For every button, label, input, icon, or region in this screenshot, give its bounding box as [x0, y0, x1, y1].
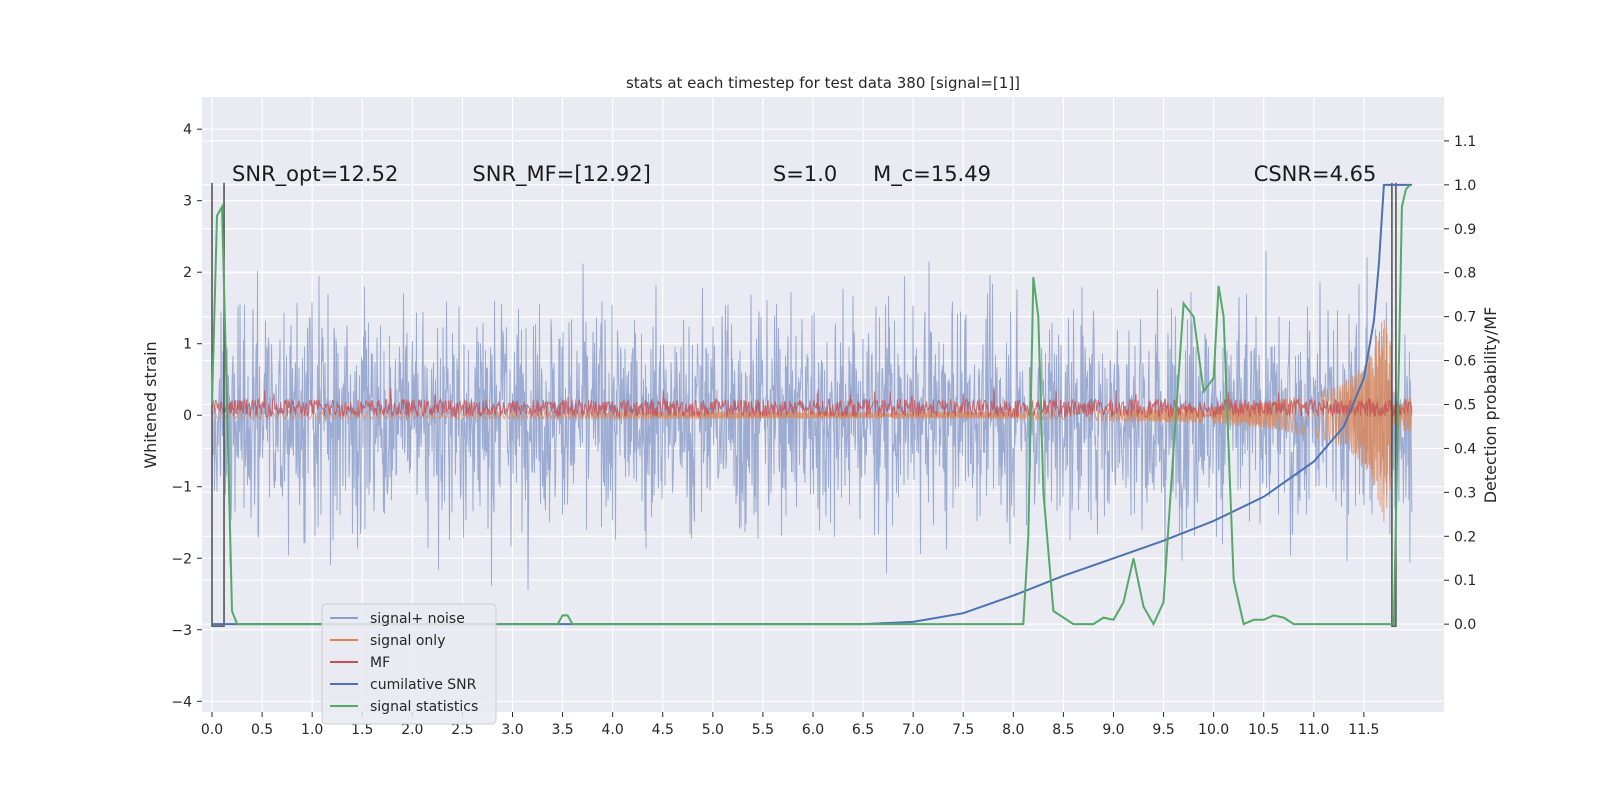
x-tick-label: 7.0	[902, 722, 924, 738]
x-tick-label: 4.5	[652, 722, 674, 738]
y-tick-label: 2	[183, 265, 192, 281]
y-right-tick-label: 1.0	[1454, 178, 1476, 194]
legend-box	[321, 603, 497, 725]
y-right-tick-label: 0.2	[1454, 529, 1476, 545]
x-tick-label: 5.0	[702, 722, 724, 738]
y-tick-label: 3	[183, 194, 192, 210]
annotation-snr-mf: SNR_MF=[12.92]	[472, 162, 650, 187]
x-axis: 0.0 0.5 1.0 1.5 2.0 2.5 3.0 3.5 4.0 4.5 5.0 5.5 6.0 6…	[201, 712, 1379, 738]
y-tick-label: 0	[183, 408, 192, 424]
x-tick-label: 11.5	[1348, 722, 1379, 738]
y-axis-right: 0.0 0.1 0.2 0.3 0.4 0.5 0.6 0.7 0.8 0.9 1.0 1.1	[1444, 134, 1476, 633]
legend-label: MF	[370, 655, 390, 671]
x-tick-label: 0.5	[251, 722, 273, 738]
annotation-mc-value: M_c=15.49	[873, 162, 991, 187]
legend-label: cumilative SNR	[370, 677, 477, 693]
annotations: SNR_opt=12.52 SNR_MF=[12.92] S=1.0 M_c=15.4…	[232, 162, 1376, 187]
x-tick-label: 6.5	[852, 722, 874, 738]
legend-label: signal only	[370, 633, 445, 649]
y-tick-label: −4	[171, 694, 192, 710]
x-tick-label: 9.0	[1102, 722, 1124, 738]
x-tick-label: 10.5	[1248, 722, 1279, 738]
x-tick-label: 5.5	[752, 722, 774, 738]
x-tick-label: 3.5	[551, 722, 573, 738]
legend: signal+ noise signal only MF cumilative SNR…	[321, 603, 497, 725]
series-mf	[211, 387, 1413, 419]
y-right-tick-label: 0.9	[1454, 222, 1476, 238]
x-tick-label: 0.0	[201, 722, 223, 738]
x-tick-label: 9.5	[1152, 722, 1174, 738]
chart-title: stats at each timestep for test data 380…	[626, 74, 1020, 92]
y-right-tick-label: 1.1	[1454, 134, 1476, 150]
annotation-csnr-value: CSNR=4.65	[1254, 162, 1377, 186]
x-tick-label: 7.5	[952, 722, 974, 738]
y-axis-right-label: Detection probability/MF	[1481, 307, 1500, 504]
y-right-tick-label: 0.7	[1454, 310, 1476, 326]
x-tick-label: 6.0	[802, 722, 824, 738]
y-tick-label: −2	[171, 551, 192, 567]
y-right-tick-label: 0.1	[1454, 573, 1476, 589]
y-axis-left: −4 −3 −2 −1 0 1 2 3 4	[171, 122, 202, 710]
series-cumulative-snr	[212, 183, 1412, 626]
y-tick-label: −3	[171, 623, 192, 639]
x-tick-label: 2.0	[401, 722, 423, 738]
y-axis-left-label: Whitened strain	[141, 341, 160, 468]
x-tick-label: 1.5	[351, 722, 373, 738]
y-tick-label: 1	[183, 337, 192, 353]
y-right-tick-label: 0.4	[1454, 441, 1476, 457]
y-right-tick-label: 0.8	[1454, 266, 1476, 282]
annotation-s-value: S=1.0	[773, 162, 837, 186]
y-right-tick-label: 0.5	[1454, 398, 1476, 414]
y-right-tick-label: 0.6	[1454, 354, 1476, 370]
y-tick-label: 4	[183, 122, 192, 138]
x-tick-label: 11.0	[1298, 722, 1329, 738]
x-tick-label: 8.0	[1002, 722, 1024, 738]
legend-label: signal+ noise	[370, 611, 465, 627]
y-tick-label: −1	[171, 480, 192, 496]
x-tick-label: 2.5	[451, 722, 473, 738]
series-signal-noise	[211, 250, 1413, 590]
data-series	[211, 182, 1413, 627]
x-tick-label: 10.0	[1198, 722, 1229, 738]
x-tick-label: 3.0	[501, 722, 523, 738]
series-signal-statistics	[211, 184, 1411, 627]
y-right-tick-label: 0.3	[1454, 485, 1476, 501]
right-bracket-line	[1391, 182, 1397, 627]
annotation-snr-opt: SNR_opt=12.52	[232, 162, 398, 187]
y-right-tick-label: 0.0	[1454, 617, 1476, 633]
x-tick-label: 4.0	[602, 722, 624, 738]
x-tick-label: 1.0	[301, 722, 323, 738]
x-tick-label: 8.5	[1052, 722, 1074, 738]
legend-label: signal statistics	[370, 699, 478, 715]
